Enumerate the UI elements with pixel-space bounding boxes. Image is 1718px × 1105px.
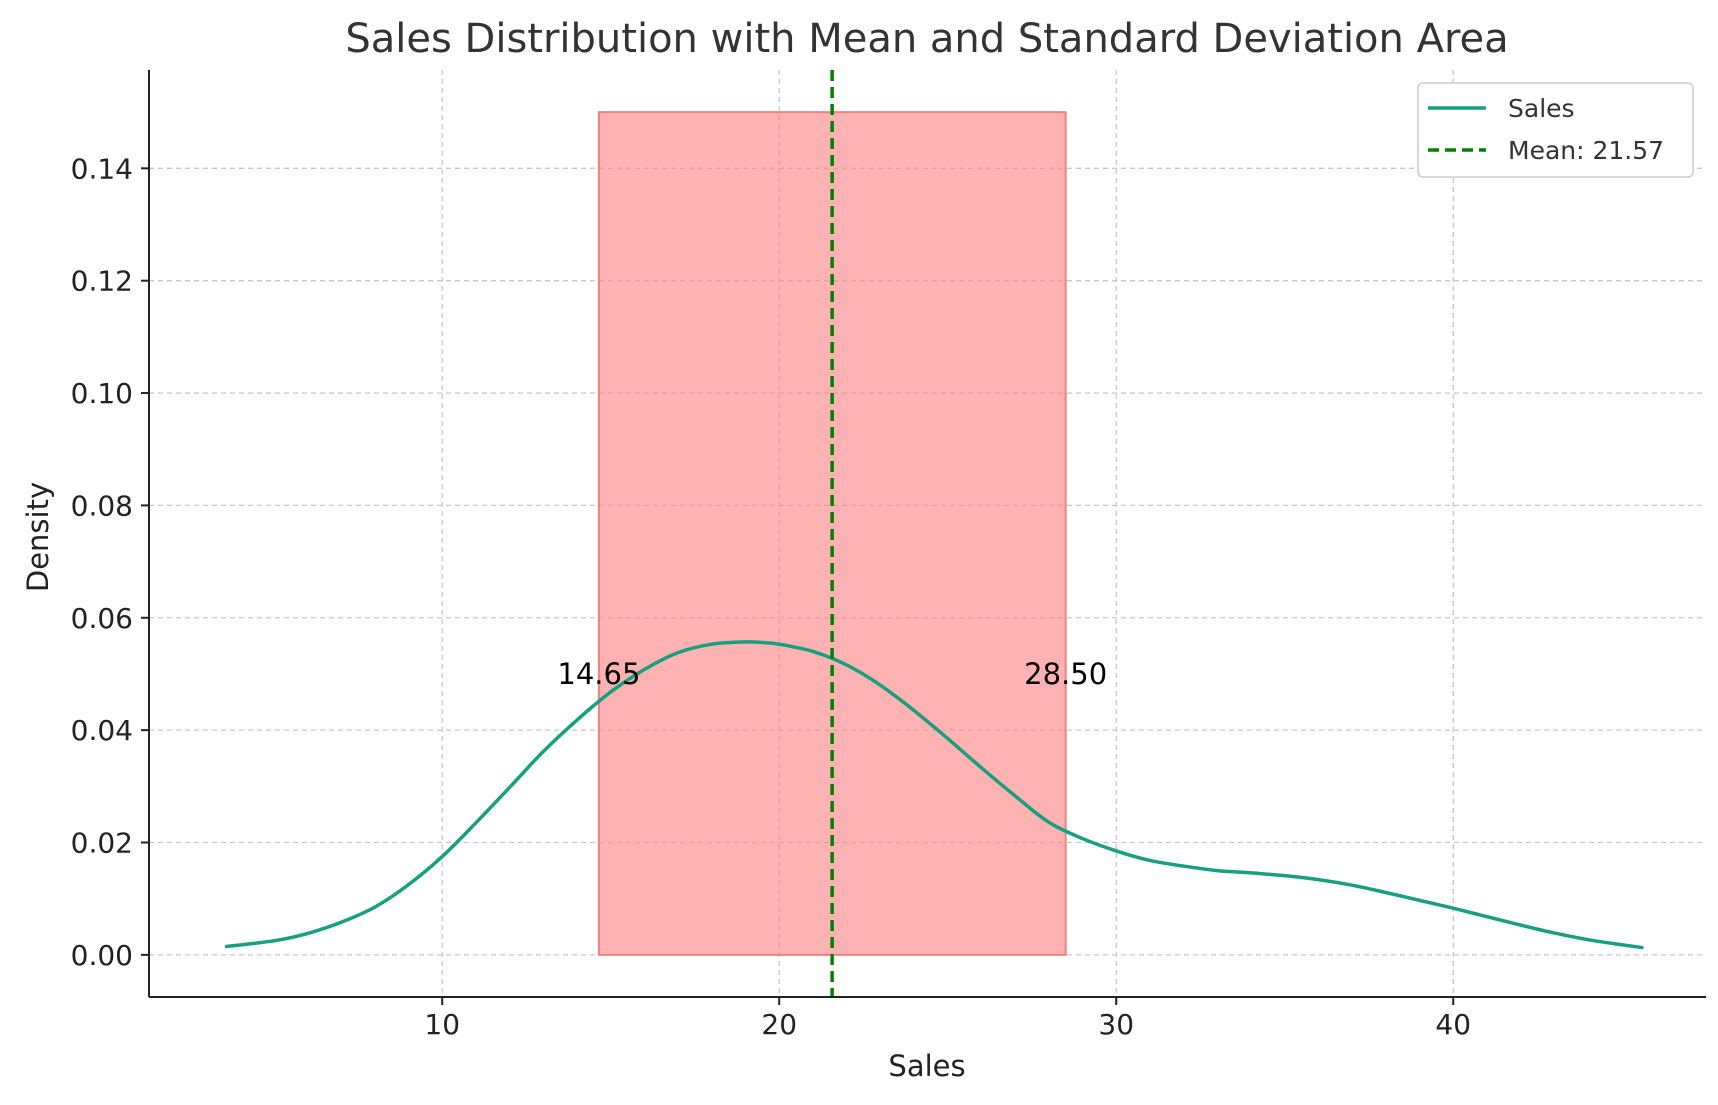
y-axis-label: Density (21, 482, 55, 592)
x-tick-label: 10 (424, 1008, 460, 1041)
y-tick-label: 0.10 (71, 377, 133, 410)
axis-layer: 10 20 30 40 0.00 0.02 0.04 0.06 0.08 0.10 0.12 0.14 (71, 70, 1706, 1041)
x-tick-label: 20 (761, 1008, 797, 1041)
y-tick-label: 0.14 (71, 152, 133, 185)
legend-sales-label: Sales (1508, 94, 1575, 123)
legend-mean-label: Mean: 21.57 (1508, 136, 1664, 165)
y-tick-label: 0.06 (71, 602, 133, 635)
std-area-label: 14.65 (557, 657, 640, 691)
std-area-label: 28.50 (1024, 657, 1107, 691)
series-line-sales (224, 640, 1644, 950)
series-layer (224, 640, 1644, 950)
legend-frame (1417, 82, 1694, 178)
y-tick-label: 0.00 (71, 939, 133, 972)
x-tick-label: 40 (1435, 1008, 1471, 1041)
chart-title: Sales Distribution with Mean and Standar… (345, 16, 1508, 62)
x-tick-label: 30 (1098, 1008, 1134, 1041)
y-tick-label: 0.08 (71, 489, 133, 522)
y-tick-label: 0.04 (71, 714, 133, 747)
annotation-layer: 14.65 28.50 (557, 657, 1107, 691)
y-tick-label: 0.12 (71, 265, 133, 298)
legend: Sales Mean: 21.57 (1417, 82, 1694, 178)
x-axis-label: Sales (888, 1049, 965, 1083)
y-tick-label: 0.02 (71, 827, 133, 860)
